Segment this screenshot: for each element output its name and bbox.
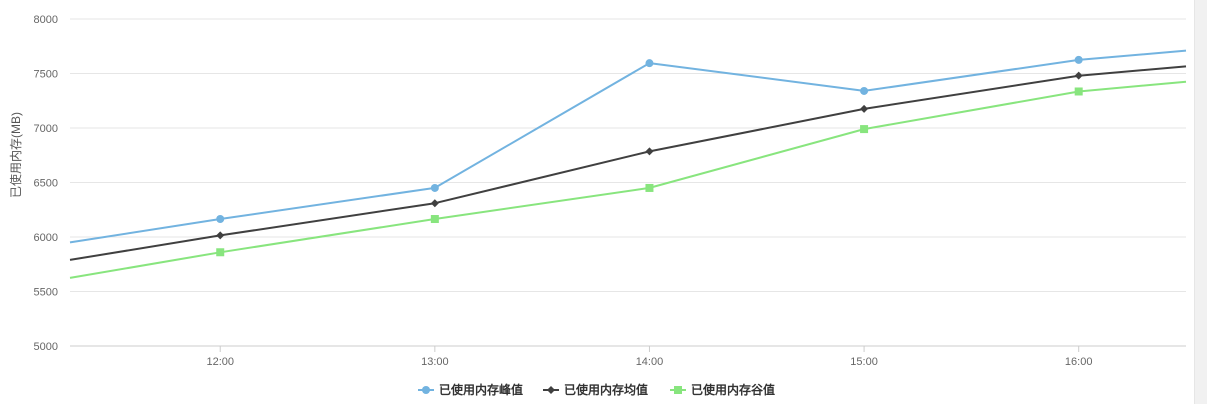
y-tick-label: 5000	[34, 341, 58, 353]
y-tick-label: 6000	[34, 232, 58, 244]
x-tick-label: 14:00	[636, 356, 664, 368]
x-tick-label: 13:00	[421, 356, 449, 368]
legend[interactable]: 已使用内存峰值 已使用内存均值 已使用内存谷值	[418, 382, 775, 397]
data-point-marker[interactable]	[216, 248, 225, 257]
chart-canvas: 5000 5500 6000 6500 7000 7500 8000 12:00 13:00 14…	[8, 14, 1187, 397]
data-point-marker[interactable]	[1074, 71, 1083, 80]
data-point-marker[interactable]	[645, 183, 654, 192]
data-point-marker[interactable]	[430, 183, 439, 192]
legend-label[interactable]: 已使用内存峰值	[439, 382, 523, 397]
data-point-marker[interactable]	[216, 215, 225, 224]
series-2	[69, 65, 1187, 261]
legend-item[interactable]: 已使用内存谷值	[670, 382, 775, 397]
y-tick-label: 6500	[34, 178, 58, 190]
y-tick-label: 7500	[34, 69, 58, 81]
legend-label[interactable]: 已使用内存均值	[564, 382, 648, 397]
x-tick-label: 15:00	[850, 356, 878, 368]
vertical-scrollbar[interactable]	[1194, 0, 1207, 404]
y-tick-label: 7000	[34, 123, 58, 135]
y-axis-title: 已使用内存(MB)	[8, 112, 23, 198]
data-point-marker[interactable]	[430, 199, 439, 208]
y-tick-label: 5500	[34, 287, 58, 299]
data-point-marker[interactable]	[860, 104, 869, 113]
data-point-marker[interactable]	[1074, 55, 1083, 64]
series-3	[69, 80, 1187, 279]
data-point-marker[interactable]	[1074, 87, 1083, 96]
series-1	[69, 49, 1187, 244]
data-point-marker[interactable]	[645, 59, 654, 68]
legend-item[interactable]: 已使用内存均值	[543, 382, 648, 397]
data-point-marker[interactable]	[430, 215, 439, 224]
series-line	[69, 65, 1187, 261]
series-line	[69, 49, 1187, 244]
x-tick-label: 16:00	[1065, 356, 1093, 368]
data-point-marker[interactable]	[216, 231, 225, 240]
data-point-marker[interactable]	[860, 86, 869, 95]
memory-line-chart: 5000 5500 6000 6500 7000 7500 8000 12:00 13:00 14…	[8, 14, 1187, 397]
legend-marker[interactable]	[547, 386, 555, 394]
legend-label[interactable]: 已使用内存谷值	[691, 382, 775, 397]
y-tick-label: 8000	[34, 14, 58, 26]
x-tick-label: 12:00	[206, 356, 234, 368]
legend-marker[interactable]	[422, 386, 430, 394]
grid-layer	[70, 18, 1186, 347]
series-layer	[69, 49, 1187, 279]
series-line	[69, 80, 1187, 279]
legend-marker[interactable]	[674, 386, 682, 394]
data-point-marker[interactable]	[860, 125, 869, 134]
axis-layer: 5000 5500 6000 6500 7000 7500 8000 12:00 13:00 14…	[34, 14, 1093, 368]
data-point-marker[interactable]	[645, 147, 654, 156]
legend-item[interactable]: 已使用内存峰值	[418, 382, 523, 397]
